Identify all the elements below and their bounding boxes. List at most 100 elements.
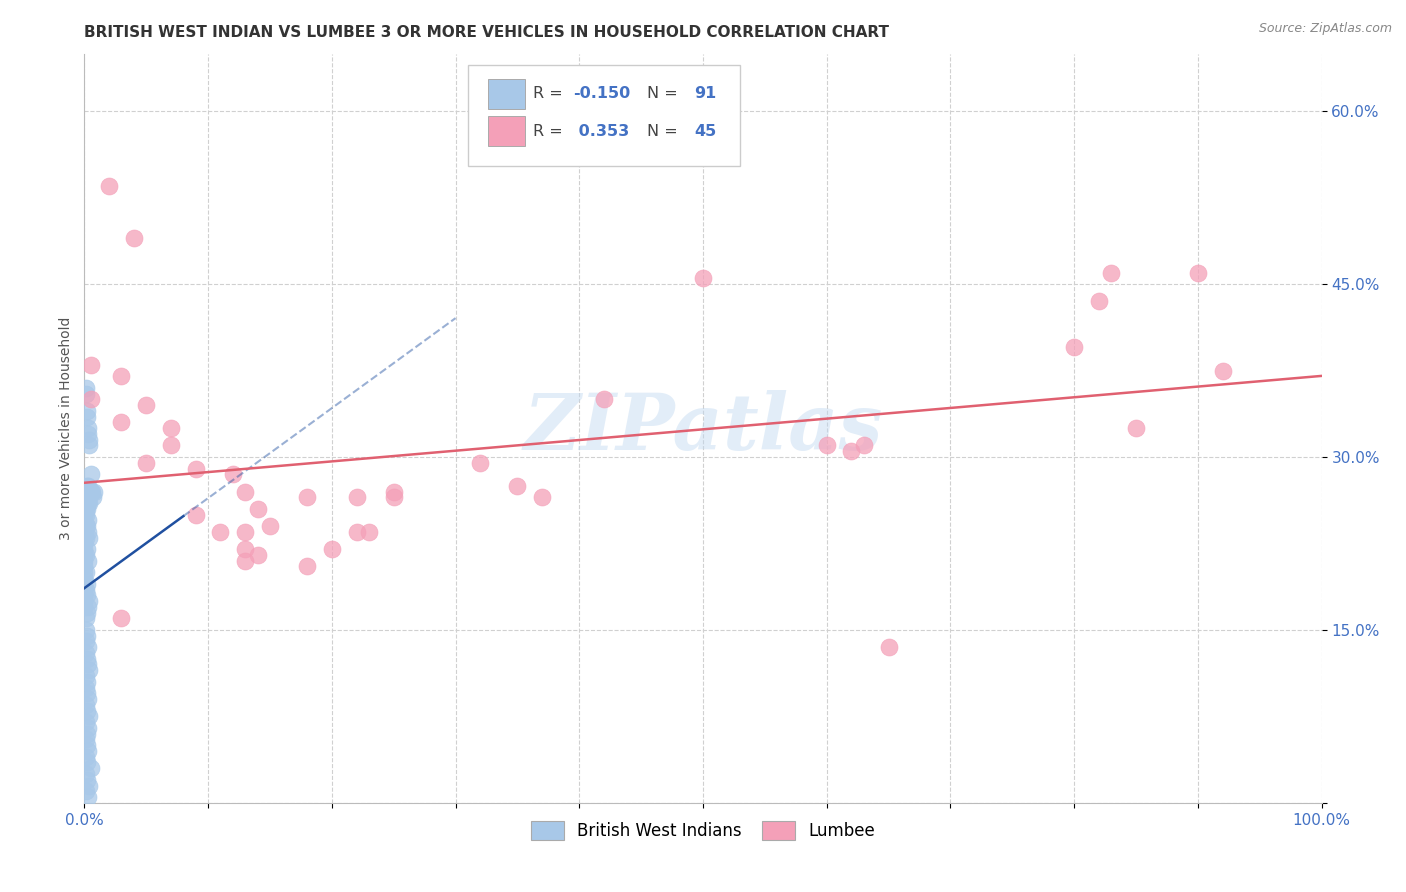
Point — [76, 576, 98, 591]
Point — [160, 421, 183, 435]
Point — [77, 524, 100, 539]
Point — [73, 542, 96, 557]
Point — [73, 513, 96, 527]
Point — [79, 594, 101, 608]
Point — [77, 657, 100, 672]
Point — [75, 681, 97, 695]
Point — [77, 479, 100, 493]
Point — [76, 738, 98, 752]
Point — [82, 491, 104, 505]
Point — [1212, 363, 1234, 377]
Point — [122, 231, 145, 245]
FancyBboxPatch shape — [488, 79, 524, 109]
Legend: British West Indians, Lumbee: British West Indians, Lumbee — [524, 814, 882, 847]
Text: -0.150: -0.150 — [574, 87, 630, 102]
Point — [75, 501, 97, 516]
Point — [79, 433, 101, 447]
Point — [75, 381, 97, 395]
Text: ZIPatlas: ZIPatlas — [523, 390, 883, 467]
Point — [73, 496, 96, 510]
Point — [73, 588, 96, 602]
Point — [83, 484, 105, 499]
Point — [79, 761, 101, 775]
Point — [77, 599, 100, 614]
Point — [79, 531, 101, 545]
FancyBboxPatch shape — [488, 117, 524, 146]
Point — [73, 599, 96, 614]
Point — [77, 744, 100, 758]
Point — [110, 611, 132, 625]
Point — [246, 501, 269, 516]
Point — [75, 582, 97, 597]
Point — [79, 358, 101, 372]
Point — [852, 438, 875, 452]
Point — [73, 582, 96, 597]
Point — [75, 767, 97, 781]
Point — [357, 524, 380, 539]
Point — [76, 726, 98, 740]
Point — [77, 513, 100, 527]
Point — [75, 646, 97, 660]
Point — [79, 392, 101, 407]
Point — [75, 386, 97, 401]
Point — [73, 548, 96, 562]
Point — [73, 491, 96, 505]
Point — [79, 484, 101, 499]
Point — [76, 542, 98, 557]
Point — [79, 438, 101, 452]
Point — [692, 271, 714, 285]
Point — [76, 519, 98, 533]
Point — [75, 611, 97, 625]
Point — [160, 438, 183, 452]
Point — [80, 484, 103, 499]
Point — [75, 669, 97, 683]
Point — [79, 467, 101, 482]
FancyBboxPatch shape — [468, 65, 740, 166]
Point — [184, 508, 207, 522]
Point — [75, 784, 97, 798]
Point — [77, 721, 100, 735]
Point — [531, 491, 554, 505]
Point — [75, 698, 97, 712]
Point — [233, 554, 256, 568]
Point — [73, 571, 96, 585]
Point — [346, 491, 368, 505]
Text: R =: R = — [533, 87, 568, 102]
Point — [1063, 341, 1085, 355]
Point — [593, 392, 616, 407]
Point — [75, 749, 97, 764]
Point — [382, 484, 405, 499]
Point — [75, 566, 97, 580]
Point — [75, 508, 97, 522]
Point — [184, 461, 207, 475]
Point — [73, 519, 96, 533]
Point — [76, 479, 98, 493]
Point — [77, 790, 100, 805]
Point — [75, 496, 97, 510]
Point — [76, 501, 98, 516]
Point — [79, 709, 101, 723]
Point — [75, 732, 97, 747]
Point — [110, 416, 132, 430]
Text: Source: ZipAtlas.com: Source: ZipAtlas.com — [1258, 22, 1392, 36]
Text: R =: R = — [533, 124, 568, 139]
Text: N =: N = — [647, 124, 683, 139]
Point — [79, 496, 101, 510]
Point — [135, 398, 157, 412]
Point — [76, 674, 98, 689]
Point — [295, 491, 318, 505]
Point — [233, 542, 256, 557]
Point — [73, 594, 96, 608]
Point — [877, 640, 900, 655]
Point — [73, 484, 96, 499]
Point — [1088, 294, 1111, 309]
Point — [76, 629, 98, 643]
Point — [98, 179, 121, 194]
Point — [73, 501, 96, 516]
Point — [77, 426, 100, 441]
Point — [346, 524, 368, 539]
Point — [1187, 266, 1209, 280]
Text: 91: 91 — [695, 87, 717, 102]
Point — [76, 588, 98, 602]
Point — [75, 634, 97, 648]
